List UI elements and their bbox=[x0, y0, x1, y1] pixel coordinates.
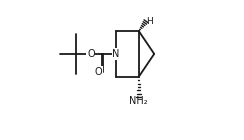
Text: H: H bbox=[146, 17, 153, 26]
Text: NH₂: NH₂ bbox=[130, 96, 148, 106]
Text: O: O bbox=[87, 49, 95, 59]
Text: O: O bbox=[94, 67, 102, 77]
Text: N: N bbox=[112, 49, 120, 59]
